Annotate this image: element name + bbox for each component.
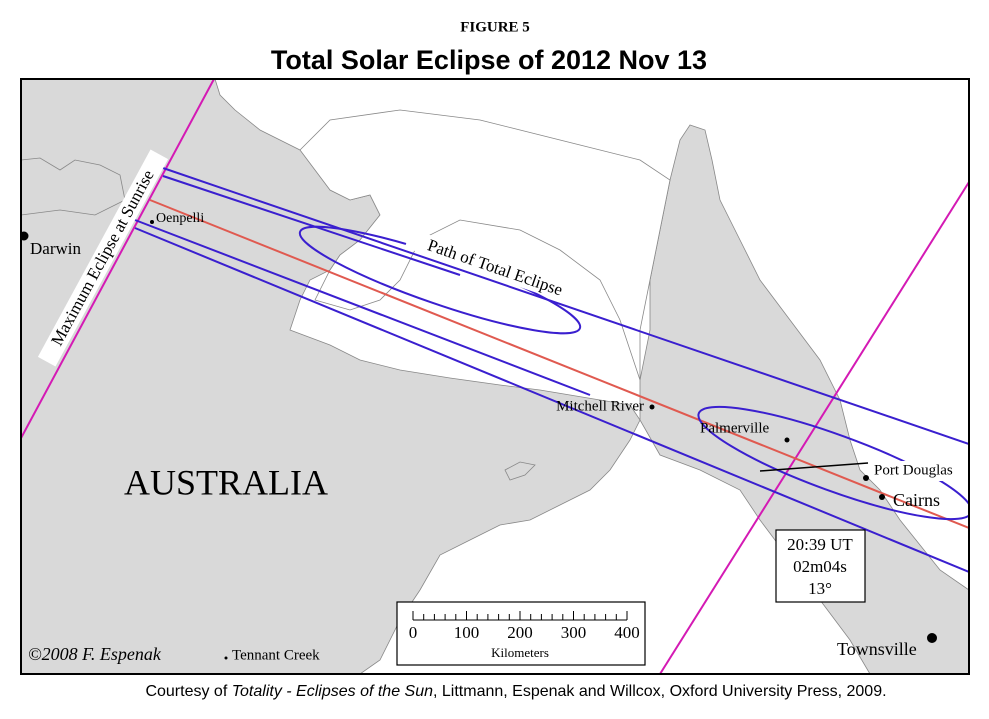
info-line: 13° <box>808 579 832 598</box>
info-frame <box>775 529 866 603</box>
footer-text: , Littmann, Espenak and Willcox, Oxford … <box>433 683 887 700</box>
north-limit <box>162 167 969 445</box>
place-dot <box>21 231 29 241</box>
place-label: Mitchell River <box>556 398 644 414</box>
footer: Courtesy of Totality - Eclipses of the S… <box>145 683 886 700</box>
title: Total Solar Eclipse of 2012 Nov 13 <box>271 45 707 75</box>
place-dot <box>879 494 885 500</box>
sunrise-limit <box>21 79 215 441</box>
label-box <box>872 461 966 481</box>
place-label: Port Douglas <box>874 462 953 478</box>
place-label: Darwin <box>30 239 81 258</box>
scale-label: 200 <box>507 623 533 642</box>
shadow-ellipse <box>697 405 969 521</box>
place-label: Cairns <box>893 490 940 510</box>
scale-bar: Kilometers 0 100 200 300 400 <box>396 601 646 666</box>
place-label: Oenpelli <box>156 211 204 226</box>
place-dot <box>927 633 937 643</box>
inner-limit <box>162 175 461 276</box>
place-label: Palmerville <box>700 420 769 436</box>
scale-label: 400 <box>614 623 640 642</box>
leader-line <box>759 462 869 472</box>
info-box: 20:39 UT 02m04s 13° <box>775 529 866 603</box>
place-label: Tennant Creek <box>232 647 320 663</box>
label-box <box>37 149 169 367</box>
place-dot <box>784 437 790 443</box>
place-dot <box>863 475 869 481</box>
info-line: 02m04s <box>793 557 847 576</box>
inner-limit <box>134 219 591 396</box>
credit: ©2008 F. Espenak <box>28 644 162 664</box>
land-islands <box>21 157 536 481</box>
footer-text: Totality - Eclipses of the Sun <box>232 683 433 700</box>
figure-label: FIGURE 5 <box>460 19 530 35</box>
scale-label: 0 <box>409 623 418 642</box>
info-line: 20:39 UT <box>787 535 853 554</box>
center-line <box>149 199 969 529</box>
place-dot <box>150 220 154 224</box>
south-limit <box>134 227 969 573</box>
scale-unit: Kilometers <box>491 645 549 660</box>
scale-label: 100 <box>454 623 480 642</box>
place-dot <box>649 404 655 410</box>
footer-text: Courtesy of <box>145 683 231 700</box>
scale-frame <box>396 601 646 666</box>
sunrise-limit <box>659 181 969 674</box>
scale-label: 300 <box>561 623 587 642</box>
land-gulf-shore <box>299 109 671 381</box>
map-frame <box>20 78 970 675</box>
place-dot <box>224 656 228 660</box>
label-box <box>404 228 586 308</box>
land-cape-york <box>639 124 969 674</box>
region-label: AUSTRALIA <box>124 462 328 502</box>
map: Maximum Eclipse at Sunrise Path of Total… <box>21 79 969 674</box>
place-label: Townsville <box>837 639 917 659</box>
